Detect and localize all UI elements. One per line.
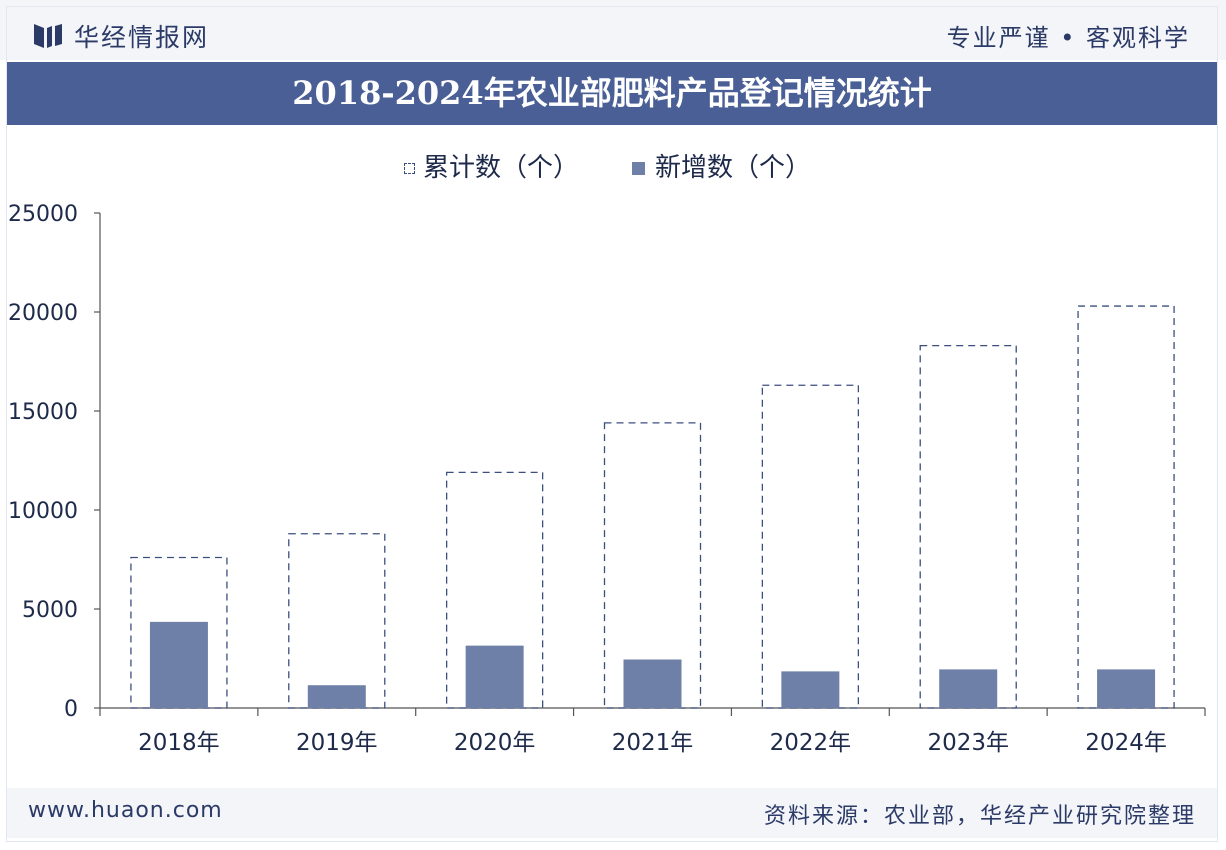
x-tick-label: 2021年 [612,730,694,756]
bar-new [1097,669,1156,708]
x-tick-label: 2024年 [1085,730,1167,756]
footer-bar: www.huaon.com 资料来源：农业部，华经产业研究院整理 [6,788,1218,838]
y-tick-label: 15000 [8,400,78,425]
brand-logo-icon [34,24,62,48]
legend-swatch-solid [632,161,645,175]
bar-new [149,621,208,708]
bar-new [623,659,682,708]
legend-label-new: 新增数（个） [655,152,812,183]
bar-chart: 25000 20000 15000 10000 5000 0 2018年 2019年 2020年… [8,202,1206,756]
y-tick-label: 20000 [8,301,78,326]
header-slogan: 专业严谨 • 客观科学 [946,24,1190,52]
x-tick-label: 2018年 [138,730,220,756]
y-tick-label: 5000 [22,598,78,623]
legend-item-cumulative: 累计数（个） [404,147,579,183]
y-tick-label: 25000 [8,202,78,227]
bar-new [781,671,840,708]
bar-new [307,685,366,708]
legend-item-new: 新增数（个） [632,147,811,183]
x-tick-label: 2023年 [927,730,1009,756]
title-banner: 2018-2024年农业部肥料产品登记情况统计 [6,62,1218,125]
bar-new [465,645,524,708]
bar-cumulative [445,471,544,709]
x-tick-label: 2022年 [770,730,852,756]
y-tick-label: 0 [64,697,78,722]
x-tick-label: 2020年 [454,730,536,756]
chart-title: 2018-2024年农业部肥料产品登记情况统计 [292,74,932,112]
x-tick-label: 2019年 [296,730,378,756]
y-tick-label: 10000 [8,499,78,524]
bar-cumulative [761,384,860,709]
legend-swatch-dashed [404,162,415,174]
page-frame [6,6,1218,842]
chart-legend: 累计数（个） 新增数（个） [0,145,1226,185]
footer-source: 资料来源：农业部，华经产业研究院整理 [763,804,1196,829]
brand-name: 华经情报网 [74,23,210,52]
header-bar: 华经情报网 专业严谨 • 客观科学 [0,0,1226,60]
footer-url: www.huaon.com [28,798,223,823]
bar-cumulative [603,422,702,709]
bar-new [939,669,998,708]
legend-label-cumulative: 累计数（个） [423,152,580,183]
